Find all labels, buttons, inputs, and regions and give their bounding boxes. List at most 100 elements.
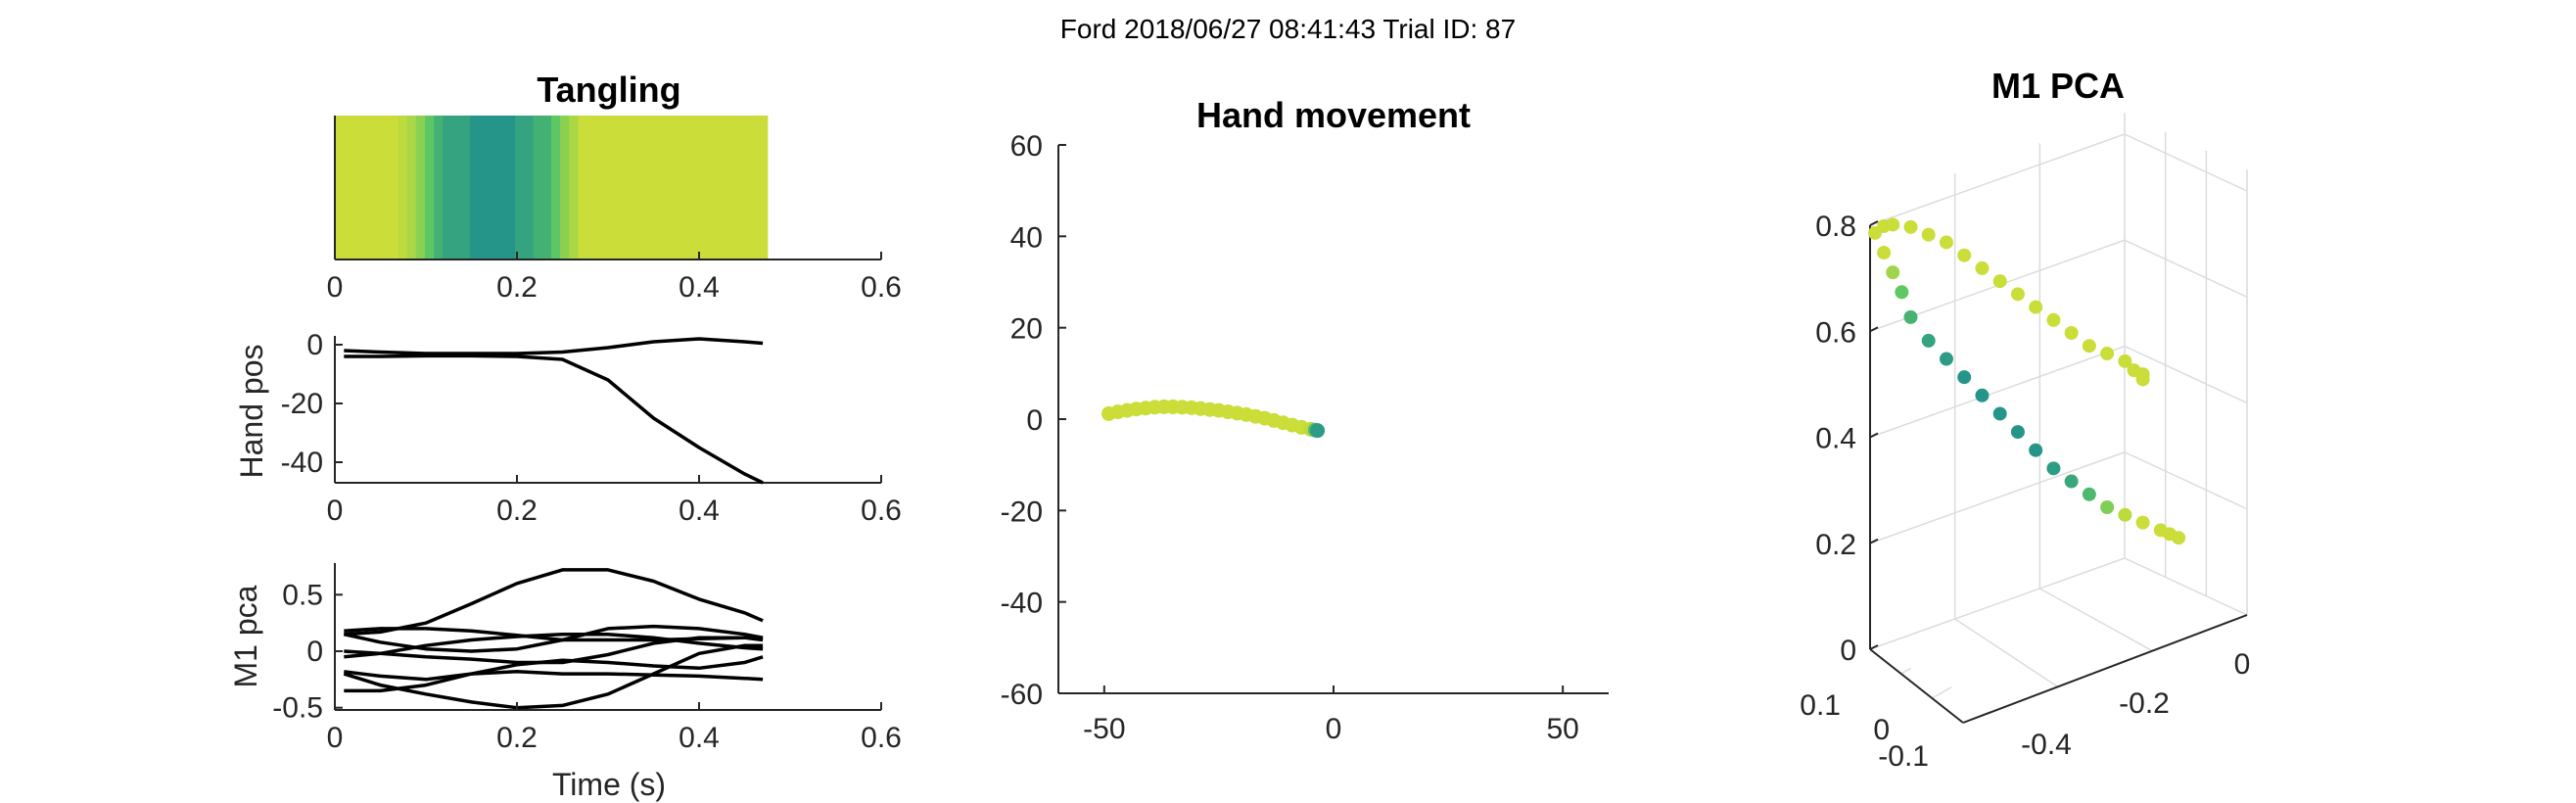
hand-pos-series-line bbox=[344, 354, 764, 485]
m1-pca-3d-point bbox=[2135, 515, 2150, 530]
m1-pca-3d-point bbox=[2029, 443, 2043, 457]
m1-pca-3d-point bbox=[1903, 309, 1918, 324]
tangling-xtick-label: 0 bbox=[327, 271, 344, 304]
hand-movement-points bbox=[1101, 399, 1326, 439]
m1-pca-3d-point bbox=[1957, 248, 1972, 262]
hand-movement-xtick-label: 0 bbox=[1326, 713, 1342, 745]
m1-pca-3d-point bbox=[2082, 339, 2096, 354]
tangling-cell bbox=[650, 116, 660, 260]
m1-pca-3d-point bbox=[1992, 274, 2007, 289]
hand-pos-lines bbox=[344, 337, 764, 485]
hand-movement-ytick-label: -60 bbox=[1001, 679, 1043, 711]
tangling-x-ticks: 0 0.2 0.4 0.6 bbox=[327, 252, 902, 304]
tangling-cell bbox=[398, 116, 408, 260]
tangling-cell bbox=[560, 116, 570, 260]
hand-pos-xtick-label: 0.6 bbox=[861, 495, 902, 527]
tangling-xtick-label: 0.4 bbox=[679, 271, 720, 304]
hand-movement-ticks: 60 40 20 0 -20 -40 -60 -50 0 50 bbox=[1001, 130, 1579, 745]
m1-pca-3d-gridline bbox=[1869, 345, 2126, 439]
tangling-cell bbox=[344, 116, 354, 260]
m1-pca-3d-ztick-mark bbox=[1869, 326, 1879, 333]
m1-pca-3d-point bbox=[2082, 487, 2096, 501]
tangling-cell bbox=[434, 116, 445, 260]
tangling-cell bbox=[505, 116, 516, 260]
m1-pca-3d-xtick-label: 0 bbox=[2234, 648, 2251, 681]
m1-pca-3d-ztick-mark bbox=[1869, 538, 1879, 544]
m1-pca-3d-point bbox=[2046, 312, 2061, 327]
tangling-cell bbox=[425, 116, 435, 260]
tangling-cell bbox=[704, 116, 715, 260]
tangling-cell bbox=[533, 116, 543, 260]
m1-pca-3d-point bbox=[2010, 425, 2025, 440]
tangling-cell bbox=[352, 116, 363, 260]
hand-movement-ytick-label: -40 bbox=[1001, 588, 1043, 620]
hand-pos-panel: 0-20-400 0.2 0.4 0.6 Hand pos bbox=[234, 329, 902, 527]
tangling-cell bbox=[668, 116, 679, 260]
m1-pca-series-line bbox=[343, 643, 764, 710]
hand-pos-ytick-label: -40 bbox=[281, 447, 323, 479]
hand-movement-panel: Hand movement 60 40 20 0 -20 -40 -60 -50 0 50 bbox=[1001, 95, 1609, 745]
m1-pca-3d-point bbox=[1886, 265, 1900, 280]
tangling-cell bbox=[470, 116, 480, 260]
tangling-cell bbox=[380, 116, 390, 260]
m1-pca-3d-gridline bbox=[1931, 686, 1952, 699]
tangling-xtick-label: 0.2 bbox=[496, 271, 538, 304]
m1-pca-3d-point bbox=[2029, 300, 2043, 314]
m1-pca-ytick-label: 0.5 bbox=[282, 579, 323, 611]
tangling-title: Tangling bbox=[537, 70, 680, 110]
m1-pca-ylabel: M1 pca bbox=[228, 585, 263, 687]
tangling-cell bbox=[713, 116, 724, 260]
m1-pca-3d-ztick-label: 0.2 bbox=[1815, 529, 1856, 561]
m1-pca-3d-point bbox=[1921, 227, 1936, 242]
tangling-cell bbox=[685, 116, 696, 260]
tangling-cell bbox=[488, 116, 498, 260]
tangling-cell bbox=[595, 116, 606, 260]
m1-pca-series-line bbox=[344, 636, 764, 665]
tangling-cell bbox=[677, 116, 687, 260]
m1-pca-3d-ztick-mark bbox=[1869, 220, 1879, 226]
hand-pos-xtick-label: 0 bbox=[327, 495, 344, 527]
m1-pca-3d-title: M1 PCA bbox=[1991, 66, 2125, 106]
m1-pca-3d-gridline bbox=[2038, 588, 2153, 652]
hand-pos-ylabel: Hand pos bbox=[234, 345, 269, 479]
m1-pca-3d-point bbox=[2100, 347, 2115, 361]
tangling-cell bbox=[451, 116, 462, 260]
m1-pca-3d-xtick-label: -0.4 bbox=[2021, 729, 2072, 761]
tangling-cell bbox=[389, 116, 399, 260]
tangling-cell bbox=[605, 116, 615, 260]
tangling-cell bbox=[578, 116, 588, 260]
hand-movement-ytick-label: 20 bbox=[1010, 313, 1043, 346]
m1-pca-3d-ytick-label: 0 bbox=[1873, 714, 1890, 746]
tangling-cell bbox=[443, 116, 453, 260]
tangling-cell bbox=[415, 116, 426, 260]
hand-pos-xtick-label: 0.2 bbox=[496, 495, 538, 527]
tangling-cell bbox=[496, 116, 507, 260]
m1-pca-3d-gridline bbox=[2124, 557, 2248, 616]
m1-pca-xtick-label: 0.4 bbox=[679, 722, 720, 754]
m1-pca-3d-gridline bbox=[1954, 618, 2059, 687]
m1-pca-3d-gridline bbox=[2124, 345, 2248, 404]
m1-pca-3d-ticks: 0.80.60.40.20 0-0.2-0.40.10-0.1 bbox=[1800, 211, 2250, 773]
m1-pca-3d-ztick-label: 0 bbox=[1840, 635, 1856, 667]
m1-pca-3d-grid bbox=[1869, 113, 2248, 724]
m1-pca-3d-point bbox=[2100, 500, 2115, 515]
tangling-cell bbox=[632, 116, 642, 260]
m1-pca-3d-gridline bbox=[2124, 451, 2248, 510]
m1-pca-xtick-label: 0 bbox=[327, 722, 344, 754]
m1-pca-3d-point bbox=[1939, 352, 1953, 366]
tangling-cell bbox=[623, 116, 633, 260]
m1-pca-3d-ytick-label: -0.1 bbox=[1878, 740, 1929, 773]
m1-pca-3d-point bbox=[2064, 474, 2079, 489]
m1-pca-series-line bbox=[344, 568, 764, 637]
m1-pca-series-line bbox=[344, 670, 764, 693]
m1-pca-3d-ytick-label: 0.1 bbox=[1800, 689, 1841, 722]
m1-pca-3d-point bbox=[1975, 260, 1990, 275]
m1-pca-ytick-label: -0.5 bbox=[272, 692, 323, 725]
m1-pca-3d-point bbox=[1939, 235, 1953, 250]
m1-pca-3d-point bbox=[2172, 531, 2186, 545]
m1-pca-3d-point bbox=[2010, 287, 2025, 302]
m1-pca-3d-point bbox=[2064, 326, 2079, 341]
hand-movement-ytick-label: 0 bbox=[1026, 404, 1043, 437]
m1-pca-3d-ztick-mark bbox=[1869, 432, 1879, 439]
